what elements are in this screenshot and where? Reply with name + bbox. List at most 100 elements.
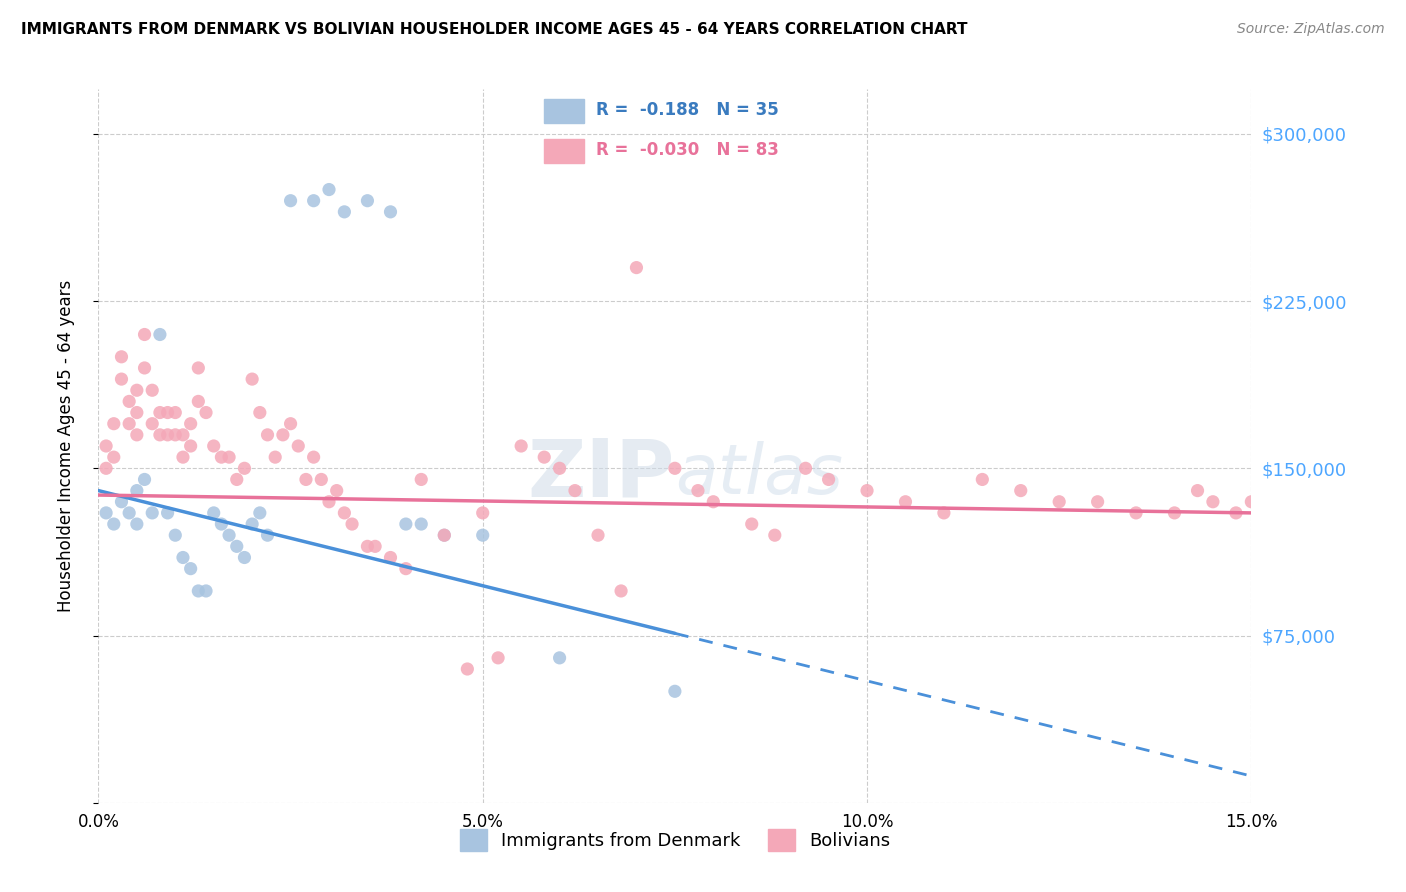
Point [364,539,387,553]
Point [209,516,232,531]
Point [156,427,179,442]
Point [1047,494,1070,508]
Point [741,516,763,531]
Point [134,472,156,486]
Point [325,483,347,498]
Point [471,528,494,542]
Point [149,427,172,442]
Point [264,450,287,464]
Point [664,461,686,475]
Point [202,439,225,453]
Point [411,516,433,531]
Point [240,372,263,386]
Point [1125,506,1147,520]
Point [233,550,256,565]
Point [118,506,141,520]
Point [395,562,418,576]
Point [141,383,163,397]
Point [165,427,187,442]
Point [356,539,378,553]
Point [471,506,494,520]
Point [172,450,194,464]
Point [110,372,132,386]
Point [141,417,163,431]
Point [125,383,148,397]
Point [486,651,509,665]
Point [218,450,240,464]
Point [395,516,418,531]
Point [134,327,156,342]
Point [280,194,302,208]
Point [356,194,378,208]
Point [118,394,141,409]
Point [333,204,356,219]
Point [686,483,709,498]
Point [564,483,586,498]
Point [894,494,917,508]
Point [225,539,247,553]
Point [702,494,724,508]
Text: R =  -0.188   N = 35: R = -0.188 N = 35 [596,102,779,120]
Point [586,528,609,542]
Point [156,405,179,419]
Point [318,494,340,508]
Point [125,483,148,498]
Point [664,684,686,698]
Point [125,516,148,531]
Point [295,472,318,486]
Point [125,427,148,442]
Point [180,417,202,431]
Point [972,472,994,486]
Point [318,182,340,196]
Point [187,583,209,598]
Point [340,516,363,531]
Point [932,506,955,520]
Bar [544,139,583,162]
Bar [544,99,583,123]
Point [249,405,271,419]
Point [510,439,533,453]
Point [1010,483,1032,498]
Point [141,506,163,520]
Point [233,461,256,475]
Point [187,394,209,409]
Point [218,528,240,542]
Point [380,550,402,565]
Point [209,450,232,464]
Y-axis label: Householder Income Ages 45 - 64 years: Householder Income Ages 45 - 64 years [56,280,75,612]
Legend: Immigrants from Denmark, Bolivians: Immigrants from Denmark, Bolivians [453,822,897,858]
Point [856,483,879,498]
Point [125,405,148,419]
Point [610,583,633,598]
Point [94,506,117,520]
Point [287,439,309,453]
Point [1187,483,1209,498]
Point [256,528,278,542]
Point [103,516,125,531]
Point [110,494,132,508]
Point [1163,506,1185,520]
Point [172,427,194,442]
Point [1087,494,1109,508]
Point [103,450,125,464]
Point [548,461,571,475]
Point [280,417,302,431]
Point [548,651,571,665]
Point [94,439,117,453]
Point [195,583,218,598]
Point [626,260,648,275]
Text: R =  -0.030   N = 83: R = -0.030 N = 83 [596,141,779,159]
Point [94,461,117,475]
Point [256,427,278,442]
Point [180,562,202,576]
Point [311,472,333,486]
Point [165,405,187,419]
Text: atlas: atlas [675,441,842,508]
Point [817,472,839,486]
Point [149,327,172,342]
Point [240,516,263,531]
Point [110,350,132,364]
Point [249,506,271,520]
Point [156,506,179,520]
Point [794,461,817,475]
